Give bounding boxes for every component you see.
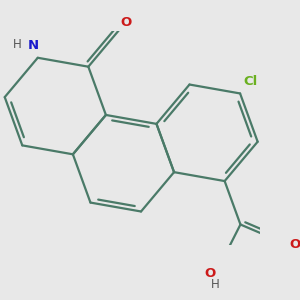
Text: O: O (205, 267, 216, 280)
Text: O: O (120, 16, 131, 29)
Text: Cl: Cl (243, 75, 257, 88)
Text: O: O (289, 238, 300, 251)
Text: N: N (28, 39, 39, 52)
Text: H: H (13, 38, 21, 51)
Text: H: H (211, 278, 220, 291)
